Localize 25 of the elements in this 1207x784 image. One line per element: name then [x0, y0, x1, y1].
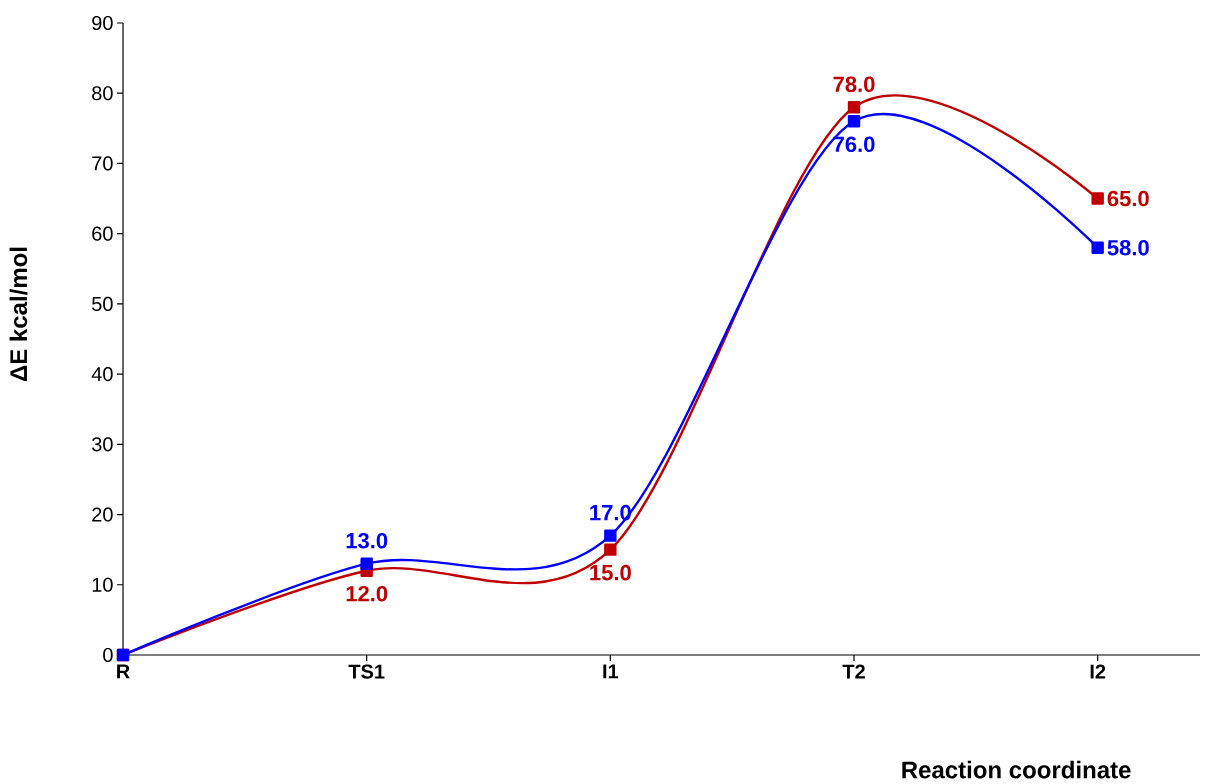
x-tick-label: TS1: [348, 664, 385, 679]
y-tick-label: 60: [92, 226, 113, 241]
x-axis-title: Reaction coordinate: [902, 760, 1131, 779]
data-label: 65.0: [1107, 190, 1149, 207]
y-tick-label: 10: [92, 577, 113, 592]
x-tick-label: I2: [1090, 664, 1106, 679]
y-tick-label: 70: [92, 156, 113, 171]
y-tick-label: 90: [92, 15, 113, 31]
data-label: 15.0: [590, 564, 631, 581]
y-tick-label: 50: [92, 296, 113, 311]
y-tick-label: 20: [92, 507, 113, 522]
data-label: 13.0: [346, 532, 388, 549]
y-tick-label: 40: [91, 367, 113, 382]
y-tick-label: 0: [103, 647, 113, 663]
y-tick-label: 80: [92, 86, 113, 101]
x-tick-label: I1: [603, 664, 619, 679]
data-label: 58.0: [1107, 239, 1149, 256]
y-tick-label: 30: [92, 437, 113, 452]
x-tick-label: T2: [842, 664, 865, 679]
data-label: 76.0: [833, 136, 875, 153]
x-tick-label: R: [117, 664, 130, 679]
y-axis-title: ΔE kcal/mol: [9, 247, 28, 381]
data-label: 12.0: [346, 585, 388, 602]
data-label: 78.0: [833, 76, 875, 93]
data-label: 17.0: [590, 504, 631, 521]
